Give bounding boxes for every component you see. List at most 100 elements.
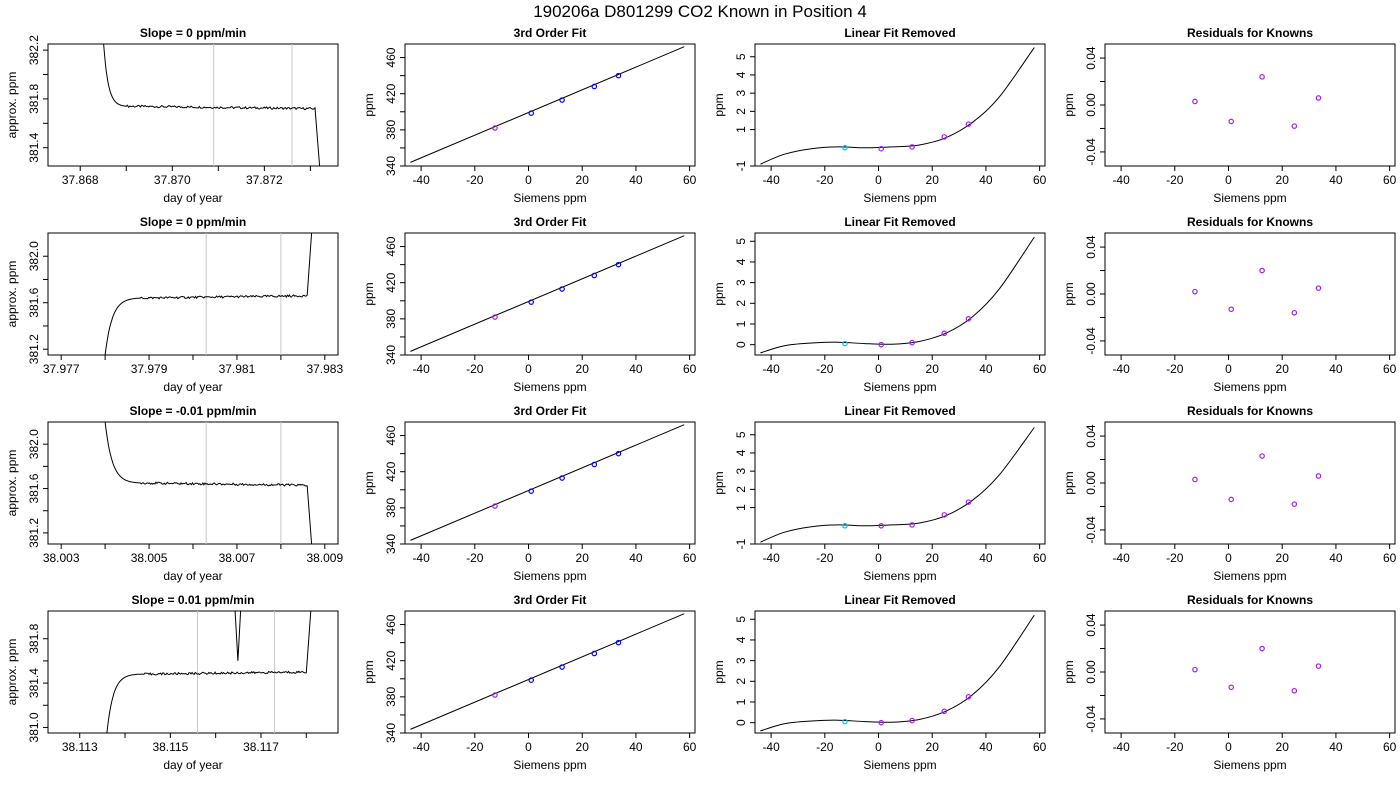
x-tick-label: 20: [1276, 362, 1290, 376]
y-tick-label: 5: [734, 431, 748, 438]
x-tick-label: -20: [1166, 362, 1184, 376]
data-point: [1315, 663, 1322, 669]
plot-area: [760, 427, 1035, 543]
y-tick-label: 0: [734, 341, 748, 348]
y-axis-label: ppm: [712, 471, 726, 494]
panel-title: Linear Fit Removed: [844, 404, 955, 418]
plot-area: [103, 44, 321, 166]
data-point: [909, 717, 915, 724]
plot-frame: [404, 232, 696, 356]
panel-title: Residuals for Knowns: [1187, 593, 1313, 607]
x-tick-label: 40: [1329, 362, 1343, 376]
plot-area: [760, 47, 1035, 165]
y-tick-label: 5: [734, 53, 748, 60]
fit-line: [410, 46, 685, 163]
x-axis-label: day of year: [163, 569, 222, 583]
data-point: [941, 512, 948, 518]
x-tick-label: -20: [1166, 173, 1184, 187]
x-tick-label: 40: [629, 551, 643, 565]
residual-curve: [760, 236, 1035, 354]
y-tick-label: 420: [384, 272, 398, 292]
y-tick-label: 0.04: [1084, 235, 1098, 259]
data-point: [1291, 501, 1298, 507]
y-tick-label: 1: [734, 126, 748, 133]
x-tick-label: 40: [1329, 551, 1343, 565]
data-point: [591, 461, 598, 468]
y-tick-label: 3: [734, 468, 748, 475]
x-tick-label: 0: [875, 551, 882, 565]
data-point: [528, 110, 535, 116]
x-tick-label: 0: [1225, 173, 1232, 187]
x-tick-label: -40: [412, 740, 430, 754]
y-tick-label: 1: [734, 698, 748, 705]
y-axis-label: ppm: [362, 660, 376, 683]
panel-1-2: 3rd Order Fit -40 -20 0 20 40 60 340 380 420 460 Si…: [362, 26, 697, 205]
y-tick-label: 381.6: [27, 473, 41, 503]
data-point: [1228, 496, 1235, 503]
y-axis-label: ppm: [362, 282, 376, 305]
y-axis-label: ppm: [1062, 282, 1076, 305]
plot-frame: [404, 610, 696, 734]
y-tick-label: 3: [734, 279, 748, 286]
x-tick-label: 60: [1383, 740, 1397, 754]
x-axis-label: day of year: [163, 191, 222, 205]
data-point: [615, 450, 622, 457]
panel-title: 3rd Order Fit: [514, 215, 587, 229]
panel-3-3: Linear Fit Removed -40 -20 0 20 40 60 -1 1 2 3 4 5 Si…: [712, 404, 1047, 583]
y-tick-label: 0.00: [1084, 282, 1098, 306]
y-tick-label: 0.00: [1084, 471, 1098, 495]
x-tick-label: 40: [979, 551, 993, 565]
y-tick-label: 460: [384, 614, 398, 634]
panel-1-3: Linear Fit Removed -40 -20 0 20 40 60 -1 1 2 3 4 5 Si…: [712, 26, 1047, 205]
x-tick-label: 40: [979, 740, 993, 754]
panel-title: Linear Fit Removed: [844, 593, 955, 607]
y-axis-label: ppm: [1062, 660, 1076, 683]
y-axis-label: approx. ppm: [5, 450, 19, 517]
x-axis-label: Siemens ppm: [1213, 569, 1286, 583]
x-tick-label: 38.007: [219, 551, 256, 565]
fit-line: [410, 235, 685, 352]
y-tick-label: 4: [734, 636, 748, 643]
x-tick-label: 0: [525, 551, 532, 565]
y-tick-label: 0: [734, 719, 748, 726]
y-axis-label: ppm: [712, 93, 726, 116]
x-tick-label: 20: [1276, 551, 1290, 565]
data-point: [559, 475, 565, 481]
y-tick-label: 381.4: [27, 132, 41, 162]
y-tick-label: 380: [384, 687, 398, 707]
x-tick-label: -40: [412, 551, 430, 565]
x-tick-label: 60: [683, 740, 697, 754]
data-point: [591, 83, 598, 90]
x-axis-label: Siemens ppm: [1213, 380, 1286, 394]
y-tick-label: 0.04: [1084, 46, 1098, 70]
panel-3-1: Slope = -0.01 ppm/min 38.003 38.005 38.007 3…: [5, 404, 343, 583]
y-tick-label: 380: [384, 498, 398, 518]
data-point: [615, 639, 622, 646]
x-tick-label: 20: [926, 551, 940, 565]
x-axis-label: Siemens ppm: [513, 569, 586, 583]
y-tick-label: -0.04: [1084, 516, 1098, 544]
plot-frame: [1104, 421, 1396, 545]
x-tick-label: -20: [466, 362, 484, 376]
x-tick-label: 38.003: [43, 551, 80, 565]
x-tick-label: -40: [1112, 173, 1130, 187]
y-tick-label: 381.2: [27, 334, 41, 364]
x-tick-label: 40: [1329, 740, 1343, 754]
x-axis-label: Siemens ppm: [863, 191, 936, 205]
panel-title: 3rd Order Fit: [514, 404, 587, 418]
x-tick-label: 37.981: [219, 362, 256, 376]
x-tick-label: -20: [466, 740, 484, 754]
data-point: [909, 144, 915, 150]
data-point: [615, 72, 622, 79]
data-point: [492, 503, 498, 509]
x-tick-label: 60: [1033, 173, 1047, 187]
x-tick-label: -40: [412, 173, 430, 187]
data-point: [842, 718, 848, 725]
y-tick-label: 0.04: [1084, 424, 1098, 448]
x-axis-label: Siemens ppm: [513, 380, 586, 394]
data-point: [528, 677, 535, 683]
data-point: [528, 488, 535, 494]
x-tick-label: -40: [1112, 551, 1130, 565]
x-tick-label: 60: [1383, 362, 1397, 376]
y-axis-label: approx. ppm: [5, 261, 19, 328]
